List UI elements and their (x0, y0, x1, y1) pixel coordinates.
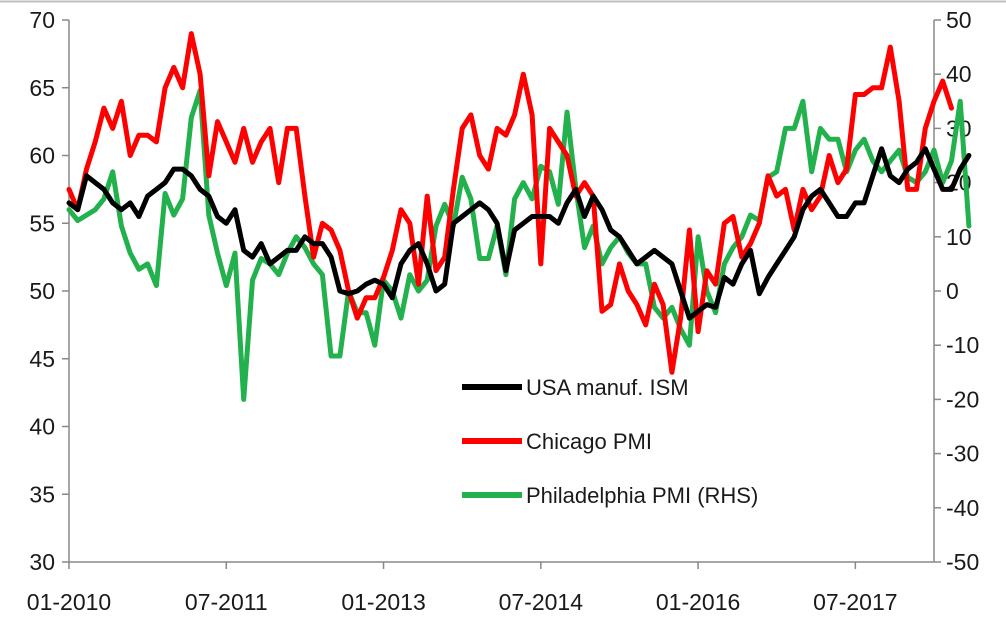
left-tick-label: 70 (29, 7, 55, 33)
legend-label-philadelphia: Philadelphia PMI (RHS) (526, 483, 758, 508)
legend: USA manuf. ISM Chicago PMI Philadelphia … (462, 375, 758, 508)
right-tick-label: 50 (946, 7, 972, 33)
right-tick-label: 0 (946, 278, 959, 304)
left-tick-label: 65 (29, 75, 55, 101)
x-tick-label: 01-2010 (27, 589, 111, 615)
x-tick-label: 07-2017 (813, 589, 897, 615)
x-tick-label: 07-2014 (499, 589, 584, 615)
series-line-philadelphia-pmi-rhs (66, 88, 972, 402)
legend-item-ism: USA manuf. ISM (462, 375, 689, 400)
left-tick-group: 30 35 40 45 50 55 60 65 70 (29, 7, 69, 575)
left-tick-label: 40 (29, 414, 55, 440)
legend-label-ism: USA manuf. ISM (526, 375, 689, 400)
series-line-chicago-pmi (66, 31, 954, 375)
x-tick-label: 07-2011 (185, 589, 268, 615)
left-tick-label: 30 (29, 549, 55, 575)
left-tick-label: 45 (29, 346, 55, 372)
right-tick-label: -10 (946, 332, 979, 358)
legend-label-chicago: Chicago PMI (526, 429, 652, 454)
legend-item-philadelphia: Philadelphia PMI (RHS) (462, 483, 758, 508)
x-tick-label: 01-2013 (341, 589, 425, 615)
series-lines (66, 31, 972, 402)
series-line-usa-manuf-ism (66, 146, 972, 321)
right-tick-label: -40 (946, 495, 979, 521)
right-tick-label: -50 (946, 549, 979, 575)
right-tick-label: 10 (946, 224, 972, 250)
left-tick-label: 50 (29, 278, 55, 304)
left-tick-label: 35 (29, 481, 55, 507)
left-tick-label: 55 (29, 210, 55, 236)
x-tick-group: 01-2010 07-2011 01-2013 07-2014 01-2016 07-20… (27, 562, 898, 615)
right-tick-label: 40 (946, 61, 972, 87)
left-tick-label: 60 (29, 143, 55, 169)
right-tick-label: -20 (946, 386, 979, 412)
x-tick-label: 01-2016 (656, 589, 740, 615)
legend-item-chicago: Chicago PMI (462, 429, 652, 454)
right-tick-label: -30 (946, 441, 979, 467)
